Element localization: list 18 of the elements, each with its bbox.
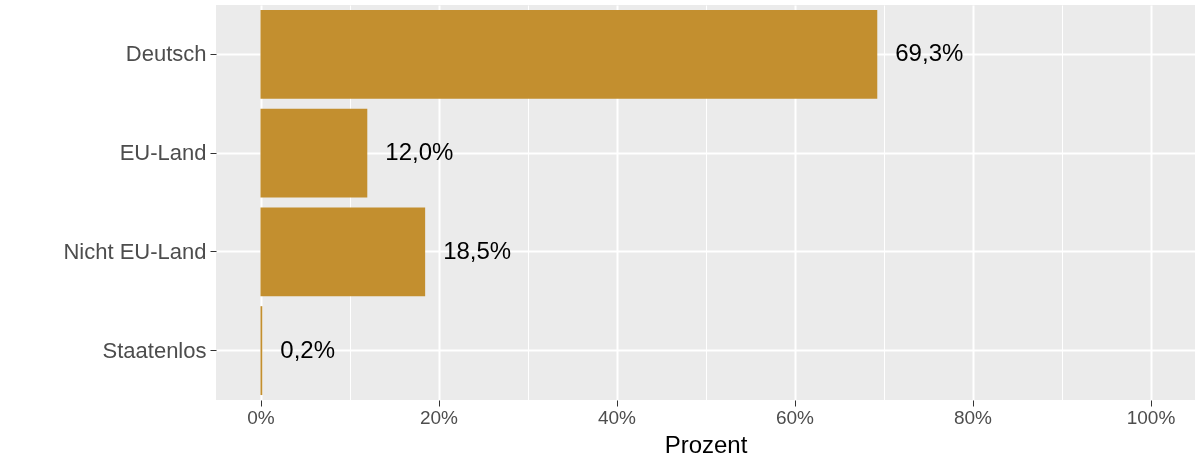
bar <box>260 108 368 198</box>
x-tick-label: 0% <box>247 406 275 428</box>
data-label: 12,0% <box>385 138 454 166</box>
x-tick-label: 100% <box>1126 406 1176 428</box>
bar <box>260 9 878 99</box>
bar <box>260 207 426 297</box>
data-label: 0,2% <box>280 335 335 363</box>
y-tick-label: Nicht EU-Land <box>63 238 207 264</box>
x-tick-label: 80% <box>953 406 993 428</box>
x-axis-title: Prozent <box>664 430 748 458</box>
x-tick-label: 60% <box>775 406 815 428</box>
x-tick-label: 20% <box>419 406 459 428</box>
x-tick-label: 40% <box>597 406 637 428</box>
data-label: 18,5% <box>443 236 512 264</box>
y-tick-label: EU-Land <box>119 140 207 166</box>
y-tick-label: Deutsch <box>125 41 207 67</box>
data-label: 69,3% <box>895 39 964 67</box>
y-tick-label: Staatenlos <box>102 337 207 363</box>
